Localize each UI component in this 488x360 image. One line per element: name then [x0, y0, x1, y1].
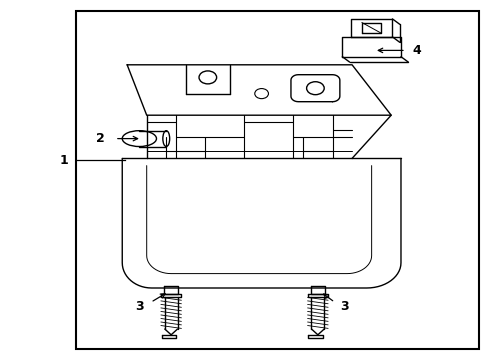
Text: 2: 2 [96, 132, 104, 145]
Text: 3: 3 [135, 300, 143, 313]
Text: 4: 4 [411, 44, 420, 57]
Text: 3: 3 [340, 300, 348, 313]
Bar [76, 11, 478, 349]
Text: 1: 1 [59, 154, 68, 167]
